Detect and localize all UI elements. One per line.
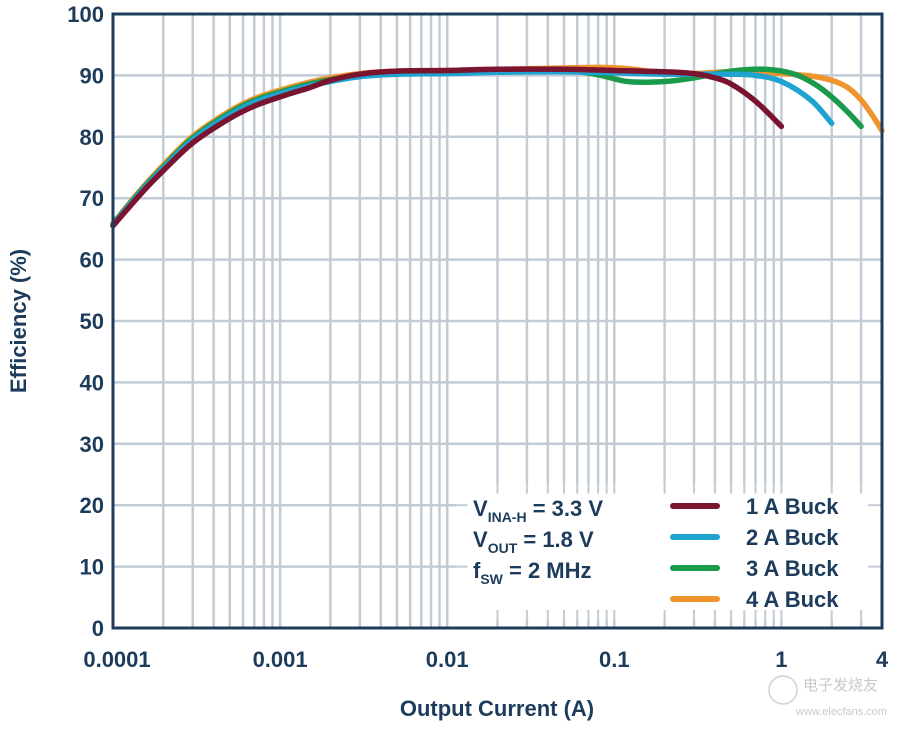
legend-box (457, 483, 880, 620)
y-axis-title: Efficiency (%) (6, 249, 31, 393)
x-tick-label: 0.1 (599, 647, 630, 672)
watermark-logo-icon (768, 675, 798, 705)
y-tick-label: 0 (92, 616, 104, 641)
x-axis-title: Output Current (A) (400, 696, 594, 721)
legend-item-2-a-buck: 2 A Buck (670, 525, 839, 550)
series-line-3-a-buck (110, 66, 864, 227)
y-tick-label: 20 (80, 493, 104, 518)
watermark-name: 电子发烧友 (803, 677, 878, 694)
y-tick-label: 40 (80, 370, 104, 395)
legend: 1 A Buck 2 A Buck 3 A Buck 4 A Buck (670, 494, 839, 612)
legend-label: 3 A Buck (746, 556, 839, 581)
legend-item-1-a-buck: 1 A Buck (670, 494, 839, 519)
x-axis-ticks: 0.0001 0.001 0.01 0.1 1 4 (83, 647, 889, 672)
y-tick-label: 70 (80, 186, 104, 211)
condition-line: VOUT = 1.8 V (473, 527, 594, 556)
x-tick-label: 4 (876, 647, 889, 672)
condition-line: VINA-H = 3.3 V (473, 496, 603, 525)
y-tick-label: 80 (80, 125, 104, 150)
y-tick-label: 50 (80, 309, 104, 334)
x-tick-label: 0.01 (426, 647, 469, 672)
condition-line: fSW = 2 MHz (473, 558, 592, 587)
watermark: 电子发烧友 www.elecfans.com (768, 675, 887, 718)
legend-label: 2 A Buck (746, 525, 839, 550)
watermark-url: www.elecfans.com (795, 706, 887, 718)
legend-background (457, 483, 880, 622)
y-tick-label: 10 (80, 555, 104, 580)
legend-label: 1 A Buck (746, 494, 839, 519)
y-tick-label: 60 (80, 248, 104, 273)
y-tick-label: 30 (80, 432, 104, 457)
series-layer (110, 64, 885, 229)
legend-item-4-a-buck: 4 A Buck (670, 587, 839, 612)
series-line-1-a-buck (110, 66, 785, 229)
y-tick-label: 90 (80, 63, 104, 88)
y-axis-ticks: 0 10 20 30 40 50 60 70 80 90 100 (67, 2, 104, 641)
y-tick-label: 100 (67, 2, 104, 27)
x-tick-label: 0.0001 (83, 647, 150, 672)
series-line-2-a-buck (110, 68, 835, 228)
plot-frame (111, 12, 884, 630)
x-tick-label: 1 (775, 647, 787, 672)
x-tick-label: 0.001 (253, 647, 308, 672)
legend-label: 4 A Buck (746, 587, 839, 612)
legend-item-3-a-buck: 3 A Buck (670, 556, 839, 581)
